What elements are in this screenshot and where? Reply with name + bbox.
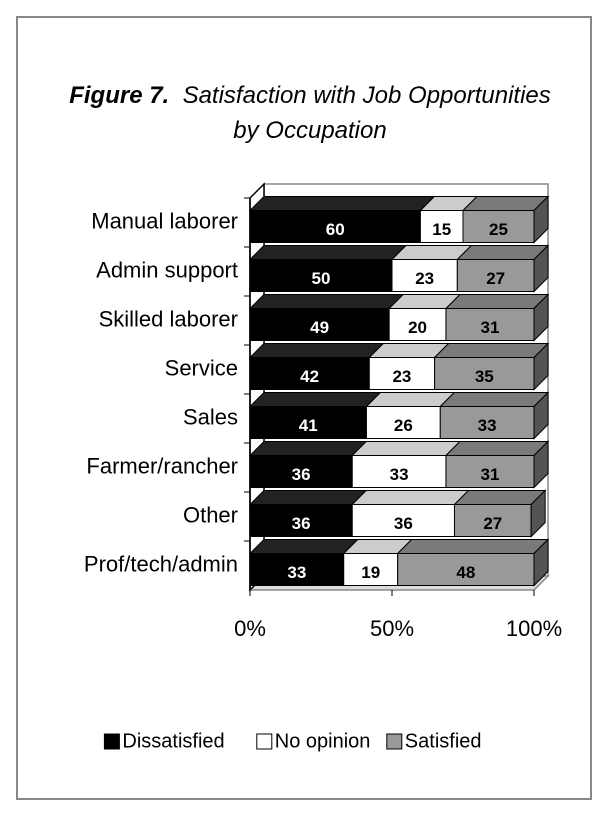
data-label: 25 (489, 220, 508, 239)
bar-top-face (365, 392, 456, 407)
data-label: 33 (287, 563, 306, 582)
bar-top-face (461, 196, 550, 211)
data-label: 23 (392, 367, 411, 386)
data-label: 23 (415, 269, 434, 288)
data-label: 19 (361, 563, 380, 582)
bar-segment (434, 357, 535, 390)
bar-segment (462, 210, 535, 243)
bar-segment (445, 308, 535, 341)
title-label: Figure 7. (69, 82, 170, 109)
bar-side-face (533, 244, 549, 293)
bar-top-face (248, 294, 405, 309)
y-tick-label: Skilled laborer (99, 306, 238, 331)
y-tick-label: Admin support (96, 257, 238, 282)
legend-label: Dissatisfied (122, 730, 224, 752)
bar-top-face (456, 245, 550, 260)
bar-top-face (444, 441, 550, 456)
data-label: 20 (408, 318, 427, 337)
data-label: 31 (481, 318, 500, 337)
bar-top-face (248, 196, 436, 211)
bar-segment (249, 553, 345, 586)
bar-top-face (396, 539, 550, 554)
bar-segment (368, 357, 436, 390)
bar-top-face (248, 392, 382, 407)
bar-top-face (439, 392, 550, 407)
y-tick-label: Prof/tech/admin (84, 551, 238, 576)
bar-segment (365, 406, 441, 439)
bar-segment (249, 210, 421, 243)
bar-top-face (248, 245, 408, 260)
data-label: 27 (486, 269, 505, 288)
title-text: Satisfaction with Job Opportunities by O… (182, 82, 551, 144)
y-tick-label: Farmer/rancher (86, 453, 238, 478)
bar-segment (419, 210, 464, 243)
data-label: 49 (310, 318, 329, 337)
bar-segment (388, 308, 447, 341)
data-label: 33 (390, 465, 409, 484)
legend-label: No opinion (275, 730, 371, 752)
bar-top-face (351, 441, 462, 456)
data-label: 60 (326, 220, 345, 239)
bar-top-face (248, 441, 368, 456)
data-label: 42 (300, 367, 319, 386)
data-label: 36 (292, 465, 311, 484)
x-tick-label: 50% (370, 616, 414, 641)
bar-top-face (444, 294, 550, 309)
data-label: 15 (432, 220, 451, 239)
y-tick-label: Service (165, 355, 238, 380)
data-label: 36 (292, 514, 311, 533)
x-tick-label: 0% (234, 616, 266, 641)
data-label: 48 (456, 563, 475, 582)
bar-top-face (248, 539, 359, 554)
bar-side-face (533, 391, 549, 440)
data-label: 27 (483, 514, 502, 533)
bar-top-face (351, 490, 470, 505)
bar-side-face (530, 489, 546, 538)
y-tick-label: Other (183, 502, 238, 527)
chart-frame (16, 16, 592, 800)
bar-side-face (533, 342, 549, 391)
bar-segment (456, 259, 535, 292)
y-tick-label: Manual laborer (91, 208, 238, 233)
bar-side-face (533, 538, 549, 587)
x-tick-label: 100% (506, 616, 562, 641)
data-label: 50 (312, 269, 331, 288)
legend-swatch (256, 733, 273, 750)
legend-swatch (103, 733, 120, 750)
chart-title: Figure 7. Satisfaction with Job Opportun… (60, 78, 560, 148)
bar-segment (343, 553, 399, 586)
legend-label: Satisfied (405, 730, 482, 752)
bar-top-face (433, 343, 550, 358)
data-label: 33 (478, 416, 497, 435)
legend-swatch (386, 733, 403, 750)
bar-segment (249, 504, 353, 537)
bar-segment (351, 455, 447, 488)
bar-side-face (533, 195, 549, 244)
bar-side-face (533, 440, 549, 489)
data-label: 35 (475, 367, 494, 386)
data-label: 26 (394, 416, 413, 435)
data-label: 41 (299, 416, 318, 435)
data-label: 31 (481, 465, 500, 484)
y-tick-label: Sales (183, 404, 238, 429)
bar-side-face (533, 293, 549, 342)
data-label: 36 (394, 514, 413, 533)
bar-top-face (248, 343, 385, 358)
bar-segment (453, 504, 532, 537)
bar-top-face (248, 490, 368, 505)
bar-top-face (453, 490, 547, 505)
bar-segment (445, 455, 535, 488)
